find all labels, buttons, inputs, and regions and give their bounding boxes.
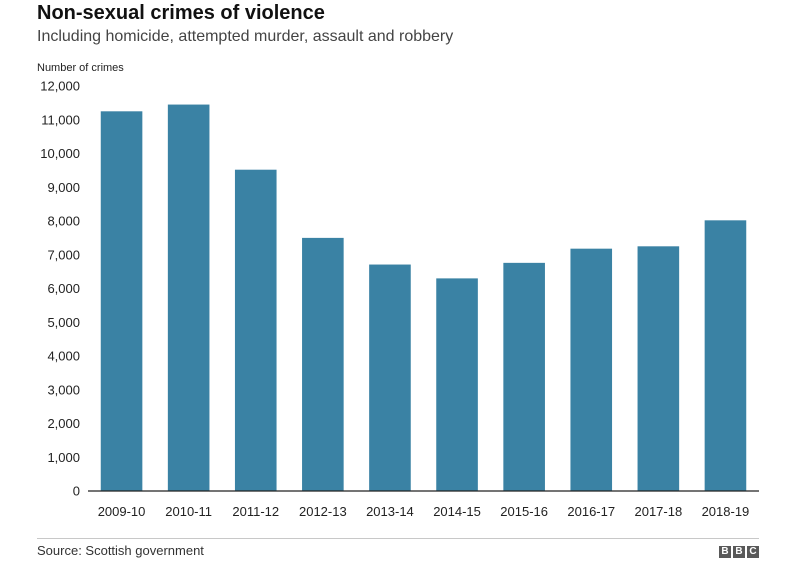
y-tick-label: 6,000 [47,281,80,296]
x-tick-label: 2018-19 [702,504,750,519]
bar-2016-17 [570,248,613,491]
bbc-logo: B B C [719,546,759,558]
x-tick-label: 2016-17 [567,504,615,519]
y-tick-label: 0 [73,484,80,499]
x-axis-ticks: 2009-10 2010-11 2011-12 2012-13 2013-14 2014-… [98,504,750,519]
y-axis-ticks: 0 1,000 2,000 3,000 4,000 5,000 6,000 7,000 8,00… [40,79,80,499]
x-tick-label: 2015-16 [500,504,548,519]
y-tick-label: 12,000 [40,79,80,94]
y-tick-label: 9,000 [47,180,80,195]
y-tick-label: 10,000 [40,146,80,161]
x-tick-label: 2012-13 [299,504,347,519]
x-tick-label: 2009-10 [98,504,146,519]
x-tick-label: 2010-11 [165,504,212,519]
footer-divider [37,538,759,539]
y-axis-label: Number of crimes [37,62,124,74]
bar-2010-11 [167,104,210,491]
bar-2009-10 [100,111,143,491]
bar-2017-18 [637,246,680,491]
bar-2011-12 [234,169,277,491]
bar-2013-14 [369,264,411,491]
x-tick-label: 2011-12 [232,504,279,519]
chart-subtitle: Including homicide, attempted murder, as… [37,28,454,45]
y-tick-label: 3,000 [47,382,80,397]
y-tick-label: 11,000 [41,112,80,127]
chart-title: Non-sexual crimes of violence [37,2,325,24]
y-tick-label: 1,000 [47,450,80,465]
bars [100,104,747,492]
y-tick-label: 8,000 [47,214,80,229]
y-tick-label: 2,000 [47,416,80,431]
bar-2012-13 [302,237,344,492]
bar-2015-16 [503,262,545,491]
bar-2018-19 [704,220,747,491]
y-tick-label: 7,000 [47,247,80,262]
x-tick-label: 2013-14 [366,504,414,519]
y-tick-label: 5,000 [47,315,80,330]
source-note: Source: Scottish government [37,543,204,558]
x-tick-label: 2017-18 [634,504,682,519]
x-tick-label: 2014-15 [433,504,481,519]
bar-2014-15 [436,278,478,492]
y-tick-label: 4,000 [47,349,80,364]
